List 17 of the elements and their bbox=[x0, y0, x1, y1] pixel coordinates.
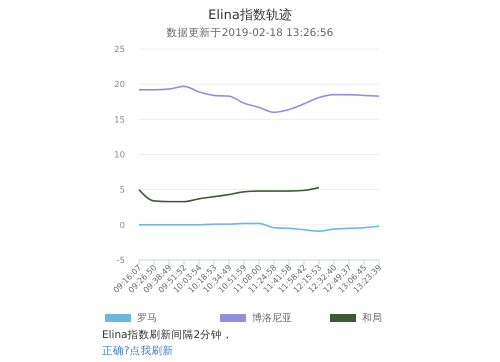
chart-subtitle: 数据更新于2019-02-18 13:26:56 bbox=[166, 26, 334, 39]
y-tick-label: 25 bbox=[114, 45, 125, 55]
y-tick-label: 0 bbox=[120, 220, 125, 231]
line-series bbox=[138, 186, 320, 202]
line-series bbox=[138, 222, 380, 232]
chart-title: Elina指数轨迹 bbox=[208, 7, 292, 23]
y-tick-label: 20 bbox=[114, 80, 125, 90]
legend-label: 和局 bbox=[362, 312, 382, 324]
text: 正确?点我刷新 bbox=[102, 344, 174, 357]
legend-label: 罗马 bbox=[137, 313, 157, 324]
y-tick-label: 15 bbox=[114, 115, 125, 126]
line-series bbox=[138, 85, 380, 114]
text: Elina指数刷新间隔2分钟， bbox=[102, 328, 234, 341]
legend-label: 博洛尼亚 bbox=[252, 312, 292, 324]
y-tick-label: -5 bbox=[116, 256, 125, 266]
y-tick-label: 5 bbox=[120, 186, 125, 196]
y-tick-label: 10 bbox=[114, 150, 125, 160]
